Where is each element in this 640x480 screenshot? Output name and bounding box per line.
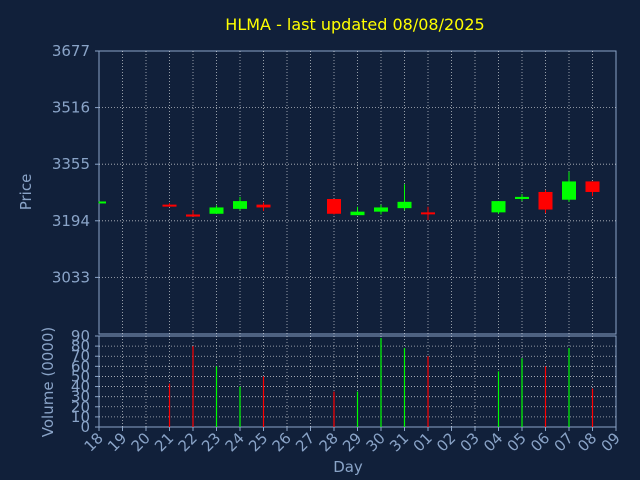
candle-18 [98, 201, 106, 204]
candle-body [209, 207, 224, 214]
x-axis: 1819202122232425262728293031010203040506… [81, 427, 624, 455]
candle-body [538, 191, 553, 210]
volume-tick-label: 60 [71, 357, 90, 375]
candle-body [186, 214, 200, 217]
price-tick-label: 3355 [52, 155, 90, 173]
candle-body [256, 204, 271, 208]
candle-body [162, 204, 177, 207]
x-tick-label: 27 [292, 429, 318, 455]
x-tick-label: 02 [433, 429, 459, 455]
x-tick-label: 22 [175, 429, 201, 455]
volume-tick-label: 80 [71, 337, 90, 355]
candle-body [585, 181, 600, 192]
volume-axis-label: Volume (0000) [39, 327, 57, 437]
x-tick-label: 09 [598, 429, 624, 455]
candle-21 [162, 203, 177, 207]
x-axis-label: Day [333, 458, 363, 476]
candle-body [374, 207, 388, 212]
candle-body [491, 201, 506, 213]
x-tick-label: 19 [104, 429, 130, 455]
price-axis-label: Price [17, 174, 35, 211]
candle-30 [374, 204, 388, 215]
candle-29 [350, 206, 365, 216]
volume-tick-label: 10 [71, 408, 90, 426]
x-tick-label: 08 [574, 429, 600, 455]
candle-body [562, 181, 576, 200]
volume-tick-label: 40 [71, 378, 90, 396]
candle-31 [397, 184, 412, 211]
x-tick-label: 28 [316, 429, 342, 455]
x-tick-label: 05 [504, 429, 530, 455]
candle-24 [233, 196, 247, 211]
volume-tick-label: 70 [71, 347, 90, 365]
price-tick-label: 3677 [52, 42, 90, 60]
candle-23 [209, 205, 224, 214]
chart-title: HLMA - last updated 08/08/2025 [225, 15, 484, 34]
candle-22 [186, 210, 200, 217]
candle-body [350, 211, 365, 216]
candle-body [233, 201, 247, 209]
price-tick-label: 3516 [52, 99, 90, 117]
x-tick-label: 06 [527, 429, 553, 455]
candle-body [327, 199, 341, 214]
candle-06 [538, 189, 553, 214]
x-tick-label: 24 [222, 429, 248, 455]
volume-tick-label: 90 [71, 327, 90, 345]
x-tick-label: 20 [128, 429, 154, 455]
volume-tick-label: 50 [71, 367, 90, 385]
x-tick-label: 29 [339, 429, 365, 455]
x-tick-label: 07 [551, 429, 577, 455]
candle-body [99, 201, 106, 204]
x-tick-label: 31 [386, 429, 412, 455]
x-tick-label: 01 [410, 429, 436, 455]
candle-01 [421, 206, 435, 221]
price-tick-label: 3033 [52, 268, 90, 286]
x-tick-label: 25 [245, 429, 271, 455]
x-tick-label: 21 [151, 429, 177, 455]
candle-25 [256, 202, 271, 211]
x-tick-label: 03 [457, 429, 483, 455]
price-tick-label: 3194 [52, 212, 90, 230]
volume-tick-label: 0 [80, 418, 90, 436]
volume-tick-label: 20 [71, 398, 90, 416]
x-tick-label: 23 [198, 429, 224, 455]
candle-08 [585, 181, 600, 197]
price-panel: 3677 3516 3355 3194 3033 [52, 42, 617, 335]
candle-07 [562, 171, 576, 202]
x-tick-label: 30 [363, 429, 389, 455]
candle-body [421, 212, 435, 215]
candle-body [515, 196, 529, 200]
x-tick-label: 26 [269, 429, 295, 455]
volume-tick-label: 30 [71, 388, 90, 406]
x-tick-label: 04 [480, 429, 506, 455]
candle-body [397, 201, 412, 209]
candle-28 [327, 199, 341, 215]
candle-04 [491, 201, 506, 214]
candle-05 [515, 194, 529, 202]
